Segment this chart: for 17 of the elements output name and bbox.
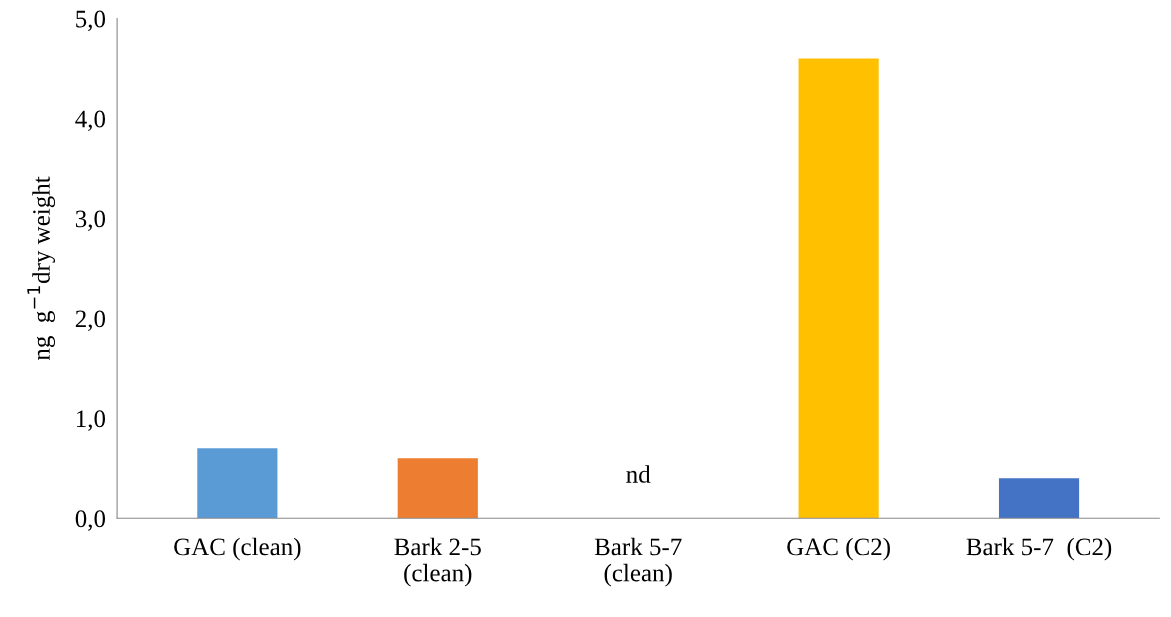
bar [998,478,1080,519]
y-tick-label: 0,0 [75,510,106,531]
y-tick-label: 4,0 [75,110,106,131]
y-tick-label: 1,0 [76,410,106,431]
bar [397,458,478,519]
x-tick-label: GAC (clean) [174,537,301,561]
x-tick-label: Bark 2-5 (clean) [394,537,481,587]
y-tick-label: 5,0 [76,10,106,32]
annotation: nd [626,465,651,483]
x-tick-label: Bark 5-7 (clean) [594,537,682,587]
x-tick-label: Bark 5-7 (C2) [966,537,1112,561]
bar [197,448,278,519]
bar [798,58,879,519]
y-axis-title: ng g$^{−1}$dry weight [27,176,56,361]
y-tick-label: 3,0 [75,210,106,231]
x-tick-label: GAC (C2) [787,537,890,561]
y-tick-label: 2,0 [75,310,106,331]
